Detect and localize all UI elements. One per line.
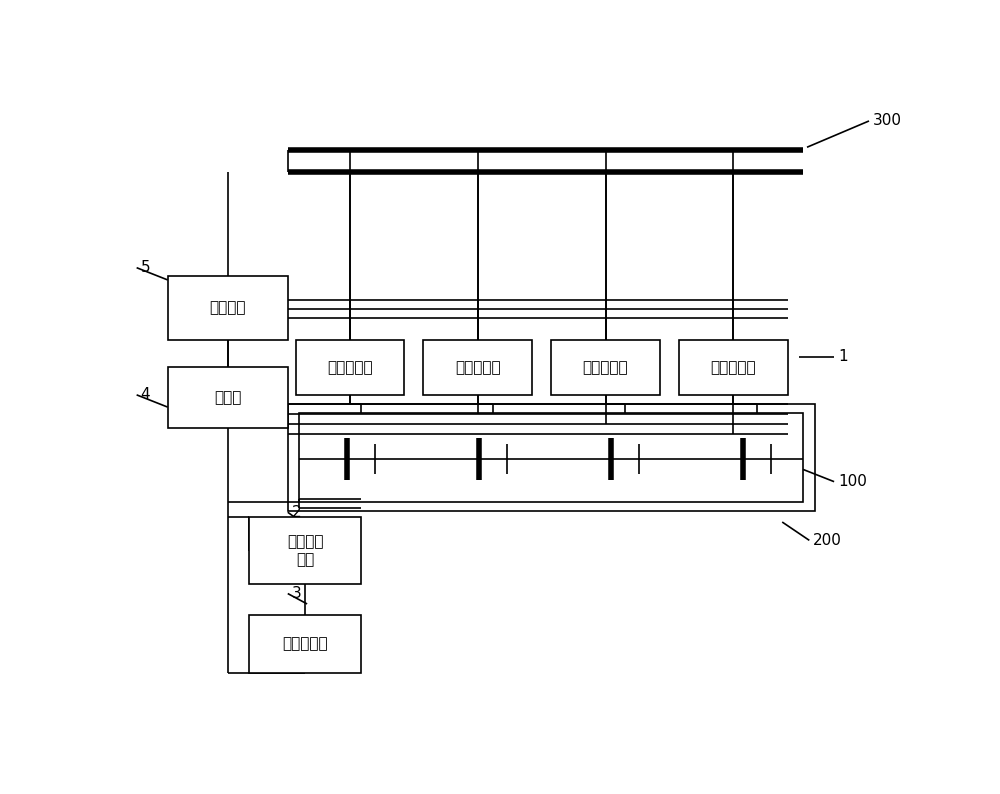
Text: 充放电电路: 充放电电路 bbox=[327, 360, 373, 375]
Text: 控制器: 控制器 bbox=[214, 391, 241, 406]
FancyBboxPatch shape bbox=[168, 368, 288, 429]
Text: 充放电电路: 充放电电路 bbox=[711, 360, 756, 375]
Text: 均流电路: 均流电路 bbox=[209, 300, 246, 315]
Text: 4: 4 bbox=[140, 387, 150, 403]
Text: 3: 3 bbox=[292, 586, 301, 601]
FancyBboxPatch shape bbox=[296, 340, 404, 395]
FancyBboxPatch shape bbox=[299, 413, 803, 502]
Text: 充放电电路: 充放电电路 bbox=[455, 360, 500, 375]
Text: 1: 1 bbox=[838, 349, 848, 364]
FancyBboxPatch shape bbox=[168, 276, 288, 340]
Text: 300: 300 bbox=[873, 114, 902, 129]
Text: 100: 100 bbox=[838, 474, 867, 489]
FancyBboxPatch shape bbox=[249, 517, 361, 584]
Text: 2: 2 bbox=[292, 505, 301, 520]
FancyBboxPatch shape bbox=[249, 615, 361, 673]
FancyBboxPatch shape bbox=[423, 340, 532, 395]
FancyBboxPatch shape bbox=[288, 404, 815, 511]
FancyBboxPatch shape bbox=[679, 340, 788, 395]
Text: 电压检测
电路: 电压检测 电路 bbox=[287, 534, 323, 567]
Text: 充放电电路: 充放电电路 bbox=[583, 360, 628, 375]
FancyBboxPatch shape bbox=[551, 340, 660, 395]
Text: 电压比较器: 电压比较器 bbox=[282, 637, 328, 652]
Text: 5: 5 bbox=[140, 260, 150, 276]
Text: 200: 200 bbox=[813, 533, 842, 548]
